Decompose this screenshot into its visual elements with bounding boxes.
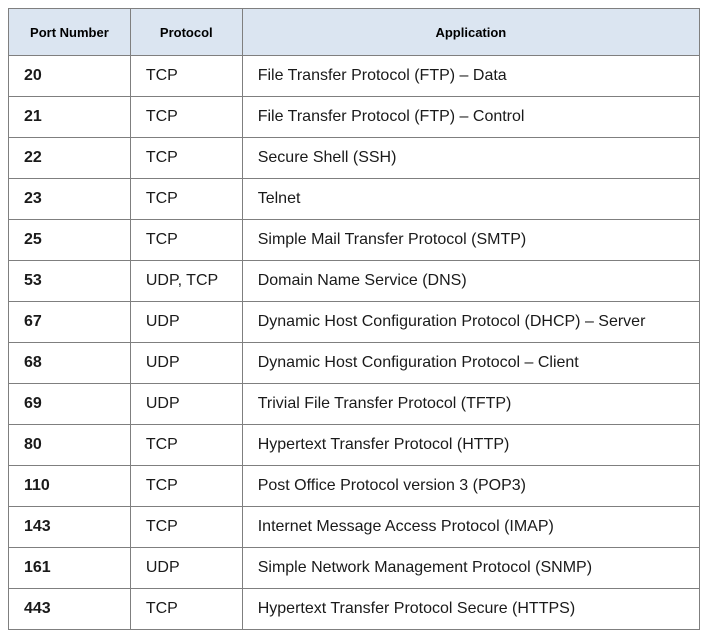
- table-row: 443 TCP Hypertext Transfer Protocol Secure…: [8, 588, 701, 630]
- application-cell: Simple Mail Transfer Protocol (SMTP): [241, 219, 701, 261]
- application-cell: Trivial File Transfer Protocol (TFTP): [241, 383, 701, 425]
- port-table: Port Number Protocol Application 20 TCP File…: [8, 8, 701, 630]
- table-row: 110 TCP Post Office Protocol version 3 (PO…: [8, 465, 701, 507]
- application-cell: Dynamic Host Configuration Protocol – Cl…: [241, 342, 701, 384]
- protocol-cell: TCP: [129, 55, 243, 97]
- port-cell: 20: [8, 55, 131, 97]
- application-cell: Secure Shell (SSH): [241, 137, 701, 179]
- table-row: 20 TCP File Transfer Protocol (FTP) – Data: [8, 55, 701, 97]
- application-cell: Hypertext Transfer Protocol (HTTP): [241, 424, 701, 466]
- application-cell: Simple Network Management Protocol (SNMP…: [241, 547, 701, 589]
- protocol-cell: TCP: [129, 465, 243, 507]
- application-cell: Post Office Protocol version 3 (POP3): [241, 465, 701, 507]
- port-cell: 21: [8, 96, 131, 138]
- header-cell: Port Number: [8, 8, 131, 56]
- table-body: 20 TCP File Transfer Protocol (FTP) – Data…: [8, 55, 701, 630]
- header-row: Port Number Protocol Application: [8, 8, 701, 56]
- application-cell: File Transfer Protocol (FTP) – Control: [241, 96, 701, 138]
- port-cell: 443: [8, 588, 131, 630]
- port-cell: 143: [8, 506, 131, 548]
- protocol-cell: TCP: [129, 178, 243, 220]
- protocol-cell: TCP: [129, 96, 243, 138]
- table-row: 23 TCP Telnet: [8, 178, 701, 220]
- header-cell: Application: [241, 8, 701, 56]
- application-cell: Internet Message Access Protocol (IMAP): [241, 506, 701, 548]
- port-cell: 80: [8, 424, 131, 466]
- application-cell: File Transfer Protocol (FTP) – Data: [241, 55, 701, 97]
- application-cell: Hypertext Transfer Protocol Secure (HTTP…: [241, 588, 701, 630]
- table-row: 69 UDP Trivial File Transfer Protocol (TFT…: [8, 383, 701, 425]
- header-cell: Protocol: [129, 8, 243, 56]
- protocol-cell: UDP: [129, 383, 243, 425]
- table-row: 80 TCP Hypertext Transfer Protocol (HTTP): [8, 424, 701, 466]
- application-cell: Dynamic Host Configuration Protocol (DHC…: [241, 301, 701, 343]
- protocol-cell: UDP: [129, 342, 243, 384]
- table-row: 161 UDP Simple Network Management Protocol…: [8, 547, 701, 589]
- port-cell: 67: [8, 301, 131, 343]
- port-cell: 25: [8, 219, 131, 261]
- port-cell: 161: [8, 547, 131, 589]
- port-cell: 68: [8, 342, 131, 384]
- port-cell: 23: [8, 178, 131, 220]
- protocol-cell: TCP: [129, 219, 243, 261]
- table-row: 25 TCP Simple Mail Transfer Protocol (SMTP…: [8, 219, 701, 261]
- port-cell: 22: [8, 137, 131, 179]
- table-row: 21 TCP File Transfer Protocol (FTP) – Cont…: [8, 96, 701, 138]
- table-row: 67 UDP Dynamic Host Configuration Protocol…: [8, 301, 701, 343]
- port-cell: 69: [8, 383, 131, 425]
- port-cell: 53: [8, 260, 131, 302]
- application-cell: Domain Name Service (DNS): [241, 260, 701, 302]
- protocol-cell: UDP: [129, 301, 243, 343]
- table-row: 53 UDP, TCP Domain Name Service (DNS): [8, 260, 701, 302]
- table-row: 68 UDP Dynamic Host Configuration Protocol…: [8, 342, 701, 384]
- protocol-cell: TCP: [129, 137, 243, 179]
- port-cell: 110: [8, 465, 131, 507]
- protocol-cell: TCP: [129, 506, 243, 548]
- table-header: Port Number Protocol Application: [8, 8, 701, 56]
- table-row: 22 TCP Secure Shell (SSH): [8, 137, 701, 179]
- application-cell: Telnet: [241, 178, 701, 220]
- protocol-cell: TCP: [129, 424, 243, 466]
- protocol-cell: UDP, TCP: [129, 260, 243, 302]
- table-row: 143 TCP Internet Message Access Protocol (…: [8, 506, 701, 548]
- protocol-cell: UDP: [129, 547, 243, 589]
- protocol-cell: TCP: [129, 588, 243, 630]
